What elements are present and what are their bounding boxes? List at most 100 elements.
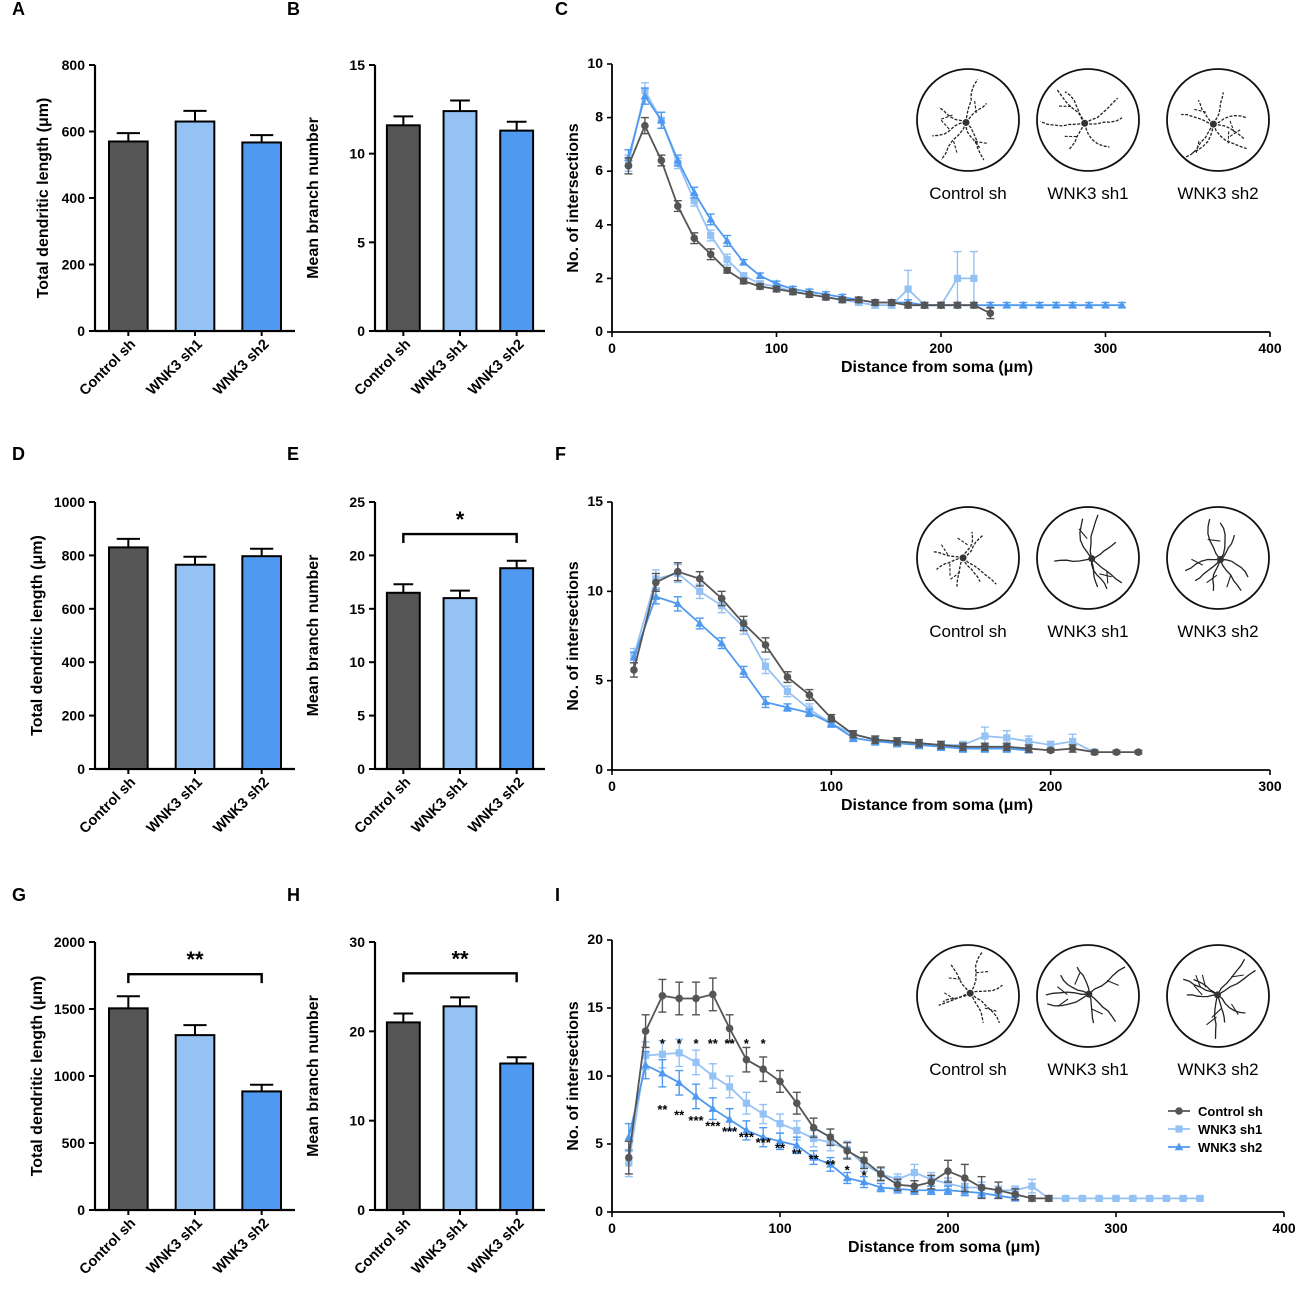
data-point [1003, 742, 1011, 751]
neuron-image-wnk3-sh1: WNK3 sh1 [1036, 944, 1140, 1079]
data-point [652, 578, 660, 587]
y-tick-label: 2000 [54, 934, 85, 950]
panel-label-i: I [555, 885, 560, 905]
data-point [1011, 1190, 1019, 1199]
data-point [739, 277, 748, 285]
data-point [970, 274, 978, 282]
data-point [772, 279, 781, 287]
dendrite [1068, 122, 1086, 151]
data-point [876, 1183, 886, 1191]
neuron-circle [1036, 506, 1140, 610]
neuron-caption: WNK3 sh1 [1047, 184, 1128, 203]
dendrite-branch [949, 571, 961, 581]
y-axis-title: Mean branch number [305, 995, 322, 1157]
x-tick-label: WNK3 sh1 [144, 337, 206, 399]
y-axis-title: Total dendritic length (μm) [29, 976, 46, 1177]
legend-label: Control sh [1198, 1104, 1263, 1119]
y-tick-label: 10 [349, 1113, 365, 1129]
dendrite [1064, 91, 1086, 124]
neuron-circle [916, 944, 1020, 1048]
dendrite [1079, 518, 1093, 560]
data-point [739, 257, 748, 266]
bar-control-sh [108, 140, 149, 332]
dendrite [1192, 123, 1215, 154]
y-tick-label: 0 [595, 323, 603, 339]
significance-marker: ** [674, 1108, 685, 1123]
data-point [641, 121, 649, 130]
neuron-caption: Control sh [929, 1060, 1006, 1079]
dendrite [956, 557, 964, 587]
dendrite [965, 78, 979, 123]
bar-wnk3-sh1 [174, 120, 216, 333]
data-point [854, 296, 863, 304]
neuron-caption: WNK3 sh2 [1177, 184, 1258, 203]
bar-control-sh [385, 591, 421, 771]
dendrite [965, 122, 981, 149]
data-point [927, 1178, 935, 1186]
series-control-sh [624, 116, 995, 320]
data-point [838, 296, 847, 304]
x-tick-label: WNK3 sh1 [409, 337, 471, 399]
x-tick-label: Control sh [352, 1216, 415, 1279]
dendrite-branch [974, 140, 988, 144]
data-point [805, 708, 814, 717]
data-point [810, 1134, 818, 1143]
bar-wnk3-sh1 [174, 1034, 216, 1211]
dendrite [969, 951, 983, 994]
data-point [887, 298, 896, 307]
y-tick-label: 0 [77, 323, 85, 339]
y-tick-label: 30 [349, 934, 365, 950]
significance-marker: * [677, 1036, 683, 1051]
x-tick-label: 0 [608, 778, 616, 794]
data-point [1002, 300, 1012, 309]
y-tick-label: 0 [357, 323, 365, 339]
y-tick-label: 6 [595, 162, 603, 178]
data-point [758, 1132, 768, 1141]
y-tick-label: 5 [357, 234, 365, 250]
data-point [674, 202, 682, 210]
data-point [1175, 1107, 1183, 1115]
data-point [772, 285, 781, 293]
y-axis-title: Total dendritic length (μm) [29, 535, 46, 736]
dendrite [1076, 966, 1090, 995]
series-wnk3-sh2 [629, 588, 1034, 754]
data-point [725, 1024, 734, 1033]
data-point [871, 735, 879, 744]
data-point [761, 641, 770, 649]
dendrite [936, 557, 964, 571]
neuron-caption: WNK3 sh1 [1047, 1060, 1128, 1079]
data-point [1162, 1194, 1170, 1202]
data-point [1095, 1194, 1103, 1202]
panel-label-e: E [287, 444, 299, 464]
data-point [1112, 1194, 1120, 1202]
legend-label: WNK3 sh1 [1198, 1122, 1262, 1137]
series-line [627, 1063, 1016, 1200]
y-tick-label: 5 [357, 708, 365, 724]
x-tick-label: 400 [1258, 340, 1282, 356]
data-point [959, 742, 967, 751]
dendrite [1040, 120, 1085, 127]
dendrite [1213, 994, 1219, 1039]
x-tick-label: WNK3 sh2 [210, 775, 272, 837]
dendrite-branch [1206, 1016, 1217, 1026]
soma [962, 118, 970, 126]
data-point [842, 1173, 852, 1182]
neuron-caption: WNK3 sh2 [1177, 1060, 1258, 1079]
data-point [1179, 1194, 1187, 1202]
x-tick-label: Control sh [77, 1216, 140, 1279]
data-point [722, 236, 732, 245]
dendrite-branch [1057, 998, 1069, 1007]
dendrite-branch [1090, 1008, 1104, 1015]
neuron-image-wnk3-sh1: WNK3 sh1 [1036, 506, 1140, 641]
data-point [1129, 1194, 1137, 1202]
dendrite [1091, 558, 1099, 588]
y-tick-label: 600 [62, 124, 86, 140]
y-tick-label: 200 [62, 257, 86, 273]
bar-wnk3-sh2 [241, 555, 282, 770]
data-point [658, 1050, 666, 1058]
data-point [725, 1115, 734, 1123]
y-tick-label: 4 [595, 216, 603, 232]
data-point [707, 231, 715, 240]
